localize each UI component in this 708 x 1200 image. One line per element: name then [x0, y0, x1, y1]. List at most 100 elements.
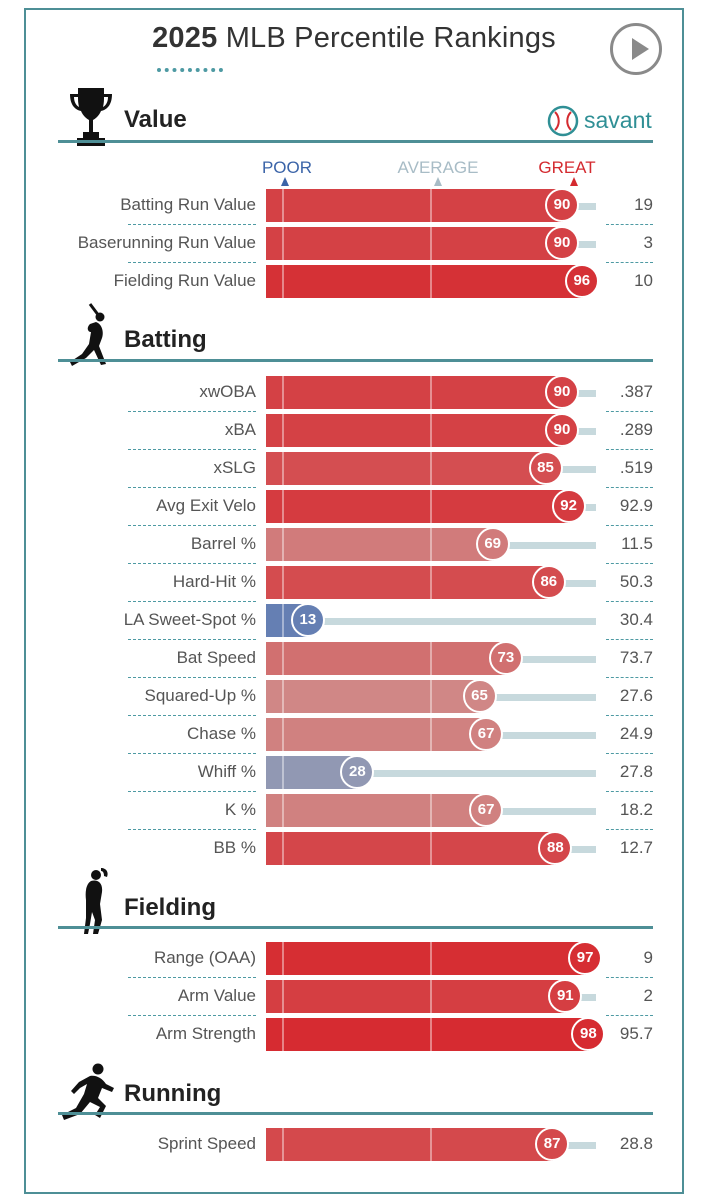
row-separator-right	[606, 487, 653, 488]
metric-value-arm-strength: 95.7	[619, 1023, 653, 1043]
row-separator-left	[128, 224, 256, 225]
metric-gridline	[430, 528, 432, 561]
metric-label-arm-value: Arm Value	[177, 985, 256, 1005]
metric-value-range-oaa: 9	[643, 947, 653, 967]
percentile-badge-fielding-run-value[interactable]: 96	[564, 264, 599, 298]
metric-track-whiff	[266, 769, 596, 777]
row-separator-left	[128, 411, 256, 412]
row-separator-right	[606, 715, 653, 716]
metric-bar-avg-exit-velo	[266, 490, 570, 523]
metric-label-hard-hit: Hard-Hit %	[172, 571, 256, 591]
row-separator-left	[128, 977, 256, 978]
metric-label-arm-strength: Arm Strength	[155, 1023, 256, 1043]
metric-bar-range-oaa	[266, 942, 587, 975]
metric-label-chase: Chase %	[187, 723, 256, 743]
metric-bar-xba	[266, 414, 563, 447]
metric-gridline	[281, 265, 284, 298]
card-frame	[24, 8, 684, 1194]
section-rule-value	[58, 140, 653, 143]
metric-gridline	[281, 490, 284, 523]
section-title-batting: Batting	[124, 326, 207, 353]
metric-value-chase: 24.9	[619, 723, 653, 743]
metric-value-squared-up: 27.6	[619, 685, 653, 705]
metric-label-baserunning-run-value: Baserunning Run Value	[77, 232, 256, 252]
metric-gridline	[430, 490, 432, 523]
metric-gridline	[430, 794, 432, 827]
row-separator-right	[606, 563, 653, 564]
section-title-fielding: Fielding	[124, 894, 216, 921]
metric-bar-arm-strength	[266, 1018, 590, 1051]
baseball-icon	[547, 105, 579, 137]
percentile-badge-k[interactable]: 67	[469, 793, 504, 827]
metric-label-xwoba: xwOBA	[199, 381, 256, 401]
percentile-badge-bb[interactable]: 88	[538, 831, 573, 865]
metric-label-sprint-speed: Sprint Speed	[157, 1133, 256, 1153]
percentile-badge-avg-exit-velo[interactable]: 92	[551, 489, 586, 523]
play-icon	[632, 38, 649, 60]
row-separator-left	[128, 449, 256, 450]
title-underline	[157, 68, 223, 72]
metric-label-range-oaa: Range (OAA)	[153, 947, 256, 967]
row-separator-left	[128, 677, 256, 678]
metric-gridline	[281, 642, 284, 675]
metric-bar-arm-value	[266, 980, 567, 1013]
percentile-badge-whiff[interactable]: 28	[340, 755, 375, 789]
percentile-badge-baserunning-run-value[interactable]: 90	[545, 226, 579, 260]
metric-label-k: K %	[224, 799, 256, 819]
percentile-badge-squared-up[interactable]: 65	[462, 679, 497, 713]
metric-gridline	[281, 414, 284, 447]
metric-gridline	[281, 227, 284, 260]
percentile-badge-chase[interactable]: 67	[469, 717, 504, 751]
metric-value-la-sweet-spot: 30.4	[619, 609, 653, 629]
metric-label-xba: xBA	[224, 419, 256, 439]
metric-gridline	[430, 414, 432, 447]
metric-bar-baserunning-run-value	[266, 227, 563, 260]
metric-bar-xslg	[266, 452, 547, 485]
metric-track-la-sweet-spot	[266, 617, 596, 625]
metric-label-batting-run-value: Batting Run Value	[120, 194, 256, 214]
scale-great-marker	[570, 177, 578, 186]
metric-gridline	[430, 265, 432, 298]
row-separator-left	[128, 262, 256, 263]
percentile-badge-range-oaa[interactable]: 97	[568, 941, 603, 975]
fielder-silhouette-icon	[84, 868, 108, 934]
metric-value-hard-hit: 50.3	[619, 571, 653, 591]
percentile-badge-la-sweet-spot[interactable]: 13	[290, 603, 325, 637]
metric-gridline	[430, 1128, 432, 1161]
metric-label-squared-up: Squared-Up %	[144, 685, 256, 705]
percentile-badge-bat-speed[interactable]: 73	[488, 641, 523, 675]
row-separator-right	[606, 791, 653, 792]
row-separator-right	[606, 525, 653, 526]
row-separator-left	[128, 601, 256, 602]
metric-value-arm-value: 2	[643, 985, 653, 1005]
row-separator-right	[606, 677, 653, 678]
row-separator-right	[606, 639, 653, 640]
percentile-badge-hard-hit[interactable]: 86	[531, 565, 566, 599]
metric-gridline	[430, 642, 432, 675]
metric-gridline	[430, 452, 432, 485]
section-rule-fielding	[58, 926, 653, 929]
row-separator-right	[606, 224, 653, 225]
metric-label-fielding-run-value: Fielding Run Value	[113, 270, 256, 290]
metric-label-avg-exit-velo: Avg Exit Velo	[156, 495, 256, 515]
percentile-badge-xslg[interactable]: 85	[528, 451, 563, 485]
metric-gridline	[430, 718, 432, 751]
row-separator-right	[606, 753, 653, 754]
percentile-badge-arm-strength[interactable]: 98	[571, 1017, 606, 1051]
percentile-badge-batting-run-value[interactable]: 90	[545, 188, 579, 222]
metric-bar-hard-hit	[266, 566, 550, 599]
play-button[interactable]	[610, 23, 662, 75]
metric-gridline	[281, 756, 284, 789]
percentile-badge-xwoba[interactable]: 90	[545, 375, 579, 409]
percentile-badge-barrel[interactable]: 69	[475, 527, 510, 561]
percentile-badge-xba[interactable]: 90	[545, 413, 579, 447]
metric-gridline	[430, 942, 432, 975]
metric-value-bb: 12.7	[619, 837, 653, 857]
metric-value-xba: .289	[619, 419, 653, 439]
metric-gridline	[281, 604, 284, 637]
percentile-badge-arm-value[interactable]: 91	[548, 979, 583, 1013]
percentile-badge-sprint-speed[interactable]: 87	[535, 1127, 570, 1161]
row-separator-left	[128, 1015, 256, 1016]
metric-bar-squared-up	[266, 680, 481, 713]
title-text: MLB Percentile Rankings	[225, 22, 556, 54]
